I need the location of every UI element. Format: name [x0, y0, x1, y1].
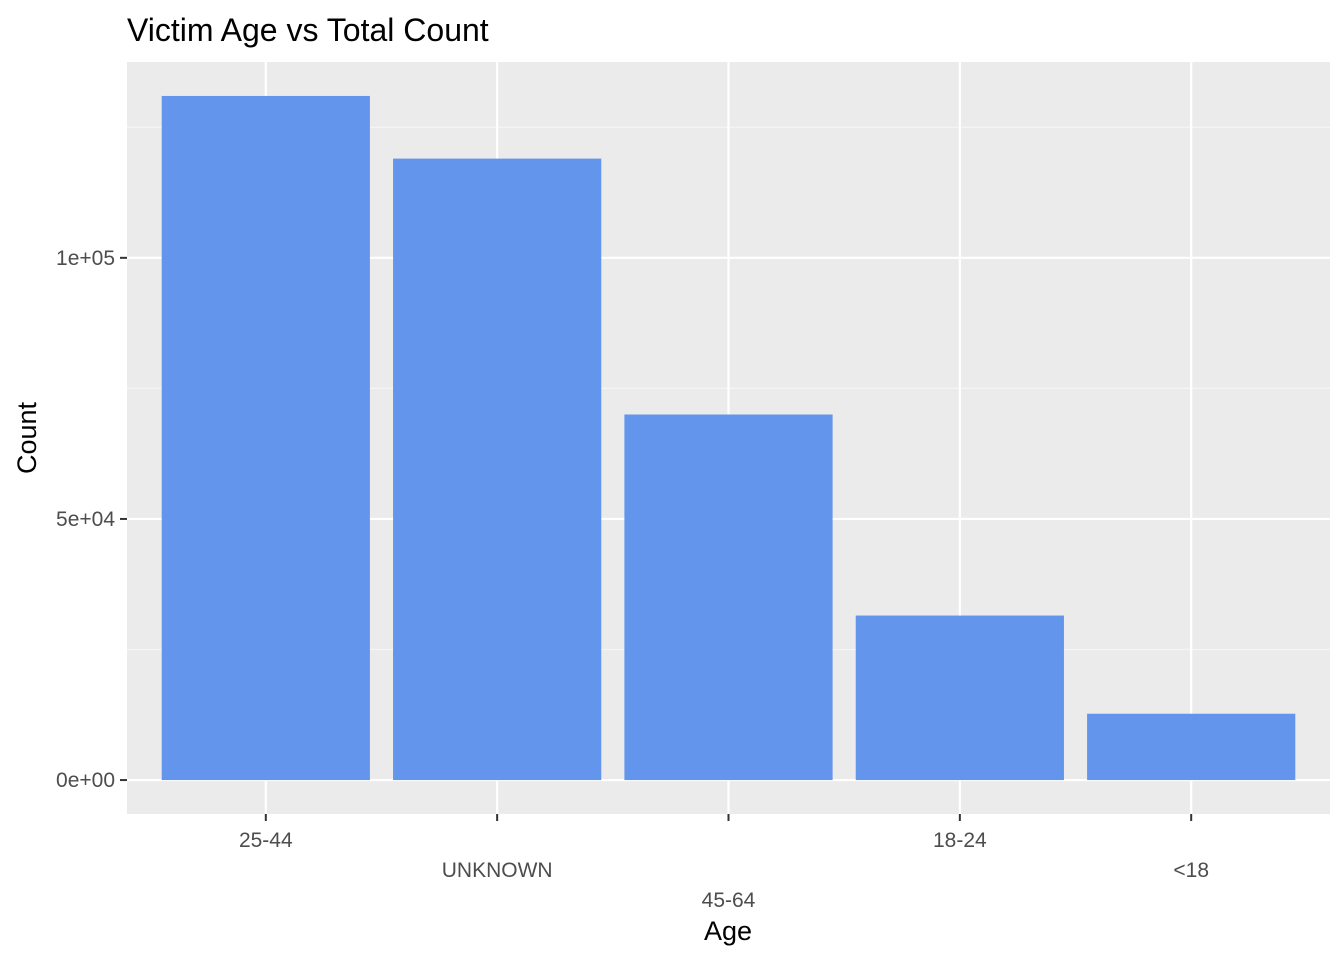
- y-axis-title: Count: [12, 401, 42, 474]
- x-axis: 25-44 UNKNOWN 45-64 18-24 <18: [239, 814, 1209, 912]
- x-tick-label: 25-44: [239, 829, 293, 852]
- bar-18: [1087, 713, 1296, 781]
- x-tick-label: 45-64: [702, 889, 756, 912]
- x-axis-title: Age: [704, 916, 752, 946]
- bar-4564: [624, 414, 833, 781]
- bar-unknown: [393, 158, 602, 781]
- x-tick-label: 18-24: [933, 829, 987, 852]
- bar-series: [161, 95, 1296, 781]
- y-tick-label: 5e+04: [56, 508, 115, 531]
- x-tick-label: UNKNOWN: [442, 859, 553, 882]
- bar-2544: [161, 95, 370, 781]
- y-tick-label: 1e+05: [56, 247, 115, 270]
- bar-1824: [855, 615, 1064, 781]
- y-axis: 0e+00 5e+04 1e+05: [56, 247, 127, 792]
- y-tick-label: 0e+00: [56, 769, 115, 792]
- x-tick-label: <18: [1173, 859, 1209, 882]
- chart-title: Victim Age vs Total Count: [127, 12, 489, 48]
